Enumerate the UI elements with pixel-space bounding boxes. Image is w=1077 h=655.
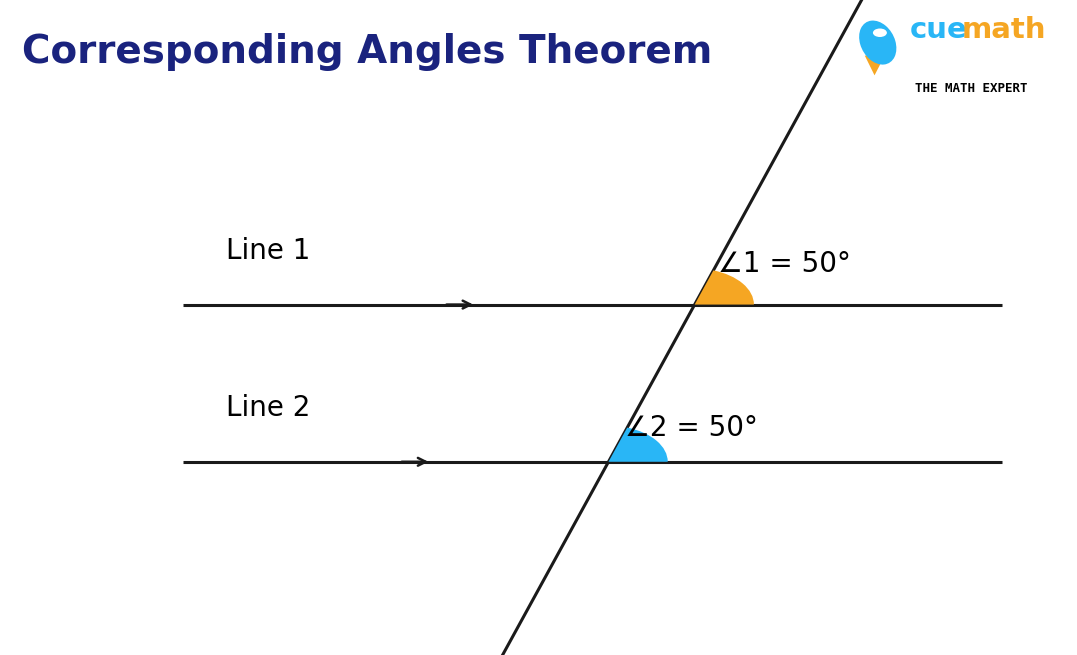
Wedge shape <box>695 271 754 305</box>
Polygon shape <box>865 52 886 75</box>
Text: ∠1 = 50°: ∠1 = 50° <box>718 250 851 278</box>
Text: Corresponding Angles Theorem: Corresponding Angles Theorem <box>22 33 712 71</box>
Text: Line 2: Line 2 <box>226 394 310 422</box>
Text: math: math <box>962 16 1046 45</box>
Text: ∠2 = 50°: ∠2 = 50° <box>625 414 757 442</box>
Ellipse shape <box>872 28 887 37</box>
Ellipse shape <box>859 20 896 65</box>
Text: THE MATH EXPERT: THE MATH EXPERT <box>915 82 1027 95</box>
Wedge shape <box>609 428 668 462</box>
Text: Line 1: Line 1 <box>226 237 310 265</box>
Text: cue: cue <box>910 16 968 45</box>
